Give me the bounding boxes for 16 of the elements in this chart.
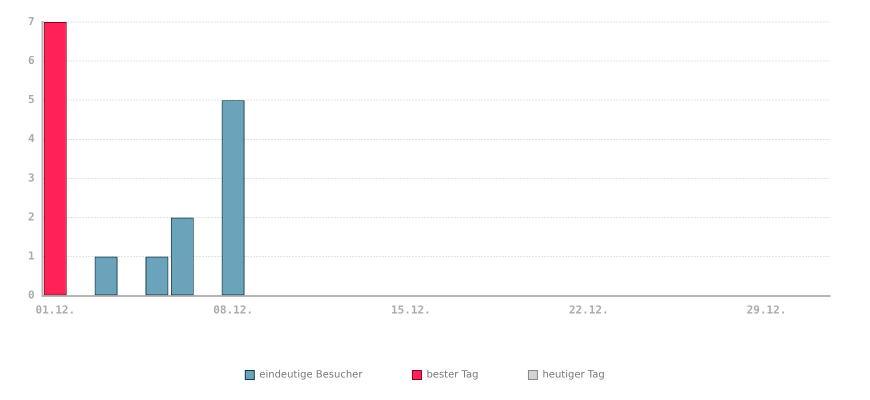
x-tick-label: 29.12.	[746, 303, 786, 316]
y-tick-label: 1	[28, 250, 35, 263]
x-tick-label: 01.12.	[35, 303, 76, 316]
x-tick-label: 22.12.	[568, 303, 609, 316]
y-tick-label: 7	[28, 14, 35, 28]
x-tick-label: 15.12.	[391, 303, 431, 316]
legend-label: heutiger Tag	[542, 370, 605, 381]
y-tick-label: 2	[28, 210, 35, 224]
y-tick-label: 0	[28, 288, 35, 302]
y-tick-label: 3	[28, 171, 35, 184]
y-tick-label: 6	[28, 54, 35, 67]
legend-label: eindeutige Besucher	[259, 370, 364, 381]
y-tick-label: 5	[28, 93, 35, 106]
legend-label: bester Tag	[426, 370, 478, 381]
y-tick-label: 4	[28, 132, 35, 146]
x-tick-label: 08.12.	[213, 303, 253, 316]
